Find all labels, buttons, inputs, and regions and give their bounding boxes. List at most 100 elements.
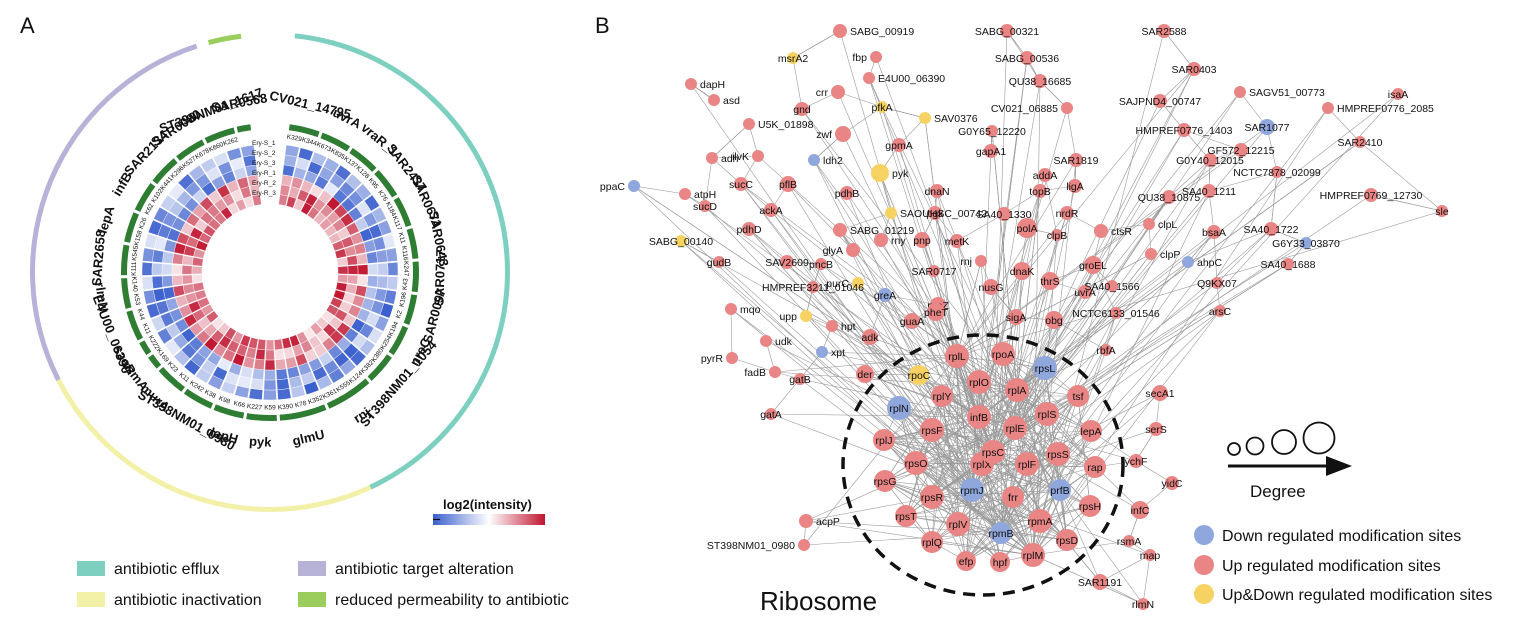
network-node-label: pncB (809, 259, 833, 271)
network-node-label: infB (970, 412, 988, 424)
network-node-label: dnaN (924, 186, 949, 198)
network-node (840, 186, 854, 200)
network-edge (1216, 228, 1272, 284)
network-node-label: clpL (1158, 219, 1177, 231)
network-node-label: purC (826, 278, 849, 290)
network-edge (883, 439, 983, 465)
network-node (1152, 385, 1168, 401)
network-node (1094, 224, 1108, 238)
network-node-label: rlmN (1132, 599, 1154, 611)
heatmap-cell (345, 283, 358, 295)
network-node-label: hpf (993, 557, 1008, 569)
network-node (874, 233, 888, 247)
heatmap-cell (193, 248, 206, 259)
heatmap-cell (151, 275, 164, 289)
site-tick-label: K62 (144, 202, 156, 216)
network-node (1202, 184, 1216, 198)
sample-label: Ery-S_1 (252, 140, 276, 147)
gene-label: pyk (249, 434, 273, 450)
gene-ring-segment (411, 261, 419, 293)
network-node (904, 451, 928, 475)
heatmap-cell (251, 368, 265, 381)
network-edge (931, 367, 1046, 431)
network-node (874, 470, 896, 492)
network-node (1051, 229, 1063, 241)
network-edge (1370, 194, 1443, 212)
network-edge (846, 192, 973, 491)
heatmap-cell (192, 257, 204, 267)
network-edge (881, 106, 926, 119)
network-node (986, 125, 998, 137)
network-edge (711, 123, 750, 159)
heatmap-cell (195, 240, 209, 252)
network-edge (731, 357, 776, 373)
network-node-label: gnd (793, 104, 811, 116)
network-node-label: rpsH (1079, 501, 1101, 513)
network-node (1002, 486, 1024, 508)
network-edge (898, 407, 933, 543)
network-edge (821, 351, 958, 357)
network-edge (704, 157, 713, 207)
network-node (927, 303, 945, 321)
gene-ring-segment (320, 132, 351, 152)
heatmap-cell (248, 337, 259, 350)
legend-label-updown: Up&Down regulated modification sites (1222, 587, 1492, 604)
network-node-label: rplQ (922, 537, 942, 549)
network-node-label: thrS (1040, 276, 1059, 288)
network-edge (875, 56, 1016, 429)
network-node-label: HMPREF3211_01046 (762, 282, 864, 294)
gene-ring-segment (158, 367, 185, 392)
network-node-label: atpH (694, 189, 716, 201)
network-node (1207, 225, 1221, 239)
network-node-label: SAGV51_00773 (1249, 87, 1325, 99)
network-node-label: rplO (969, 377, 989, 389)
network-node (1203, 153, 1217, 167)
heatmap-cell (277, 388, 292, 400)
network-edge (1053, 319, 1107, 351)
degree-circle-2 (1245, 436, 1265, 456)
network-edge (931, 429, 959, 525)
site-tick-label: K227 (247, 403, 263, 412)
network-edge (884, 294, 939, 306)
network-node (975, 255, 987, 267)
network-node-label: G0Y65_12220 (958, 126, 1026, 138)
network-node (1035, 402, 1059, 426)
gene-ring-segment (126, 310, 144, 341)
network-node (1020, 51, 1034, 65)
network-edge (883, 430, 1092, 441)
network-node (930, 184, 944, 198)
network-edge (730, 308, 733, 359)
legend-label-target: antibiotic target alteration (335, 561, 514, 578)
network-node-label: rpsS (1047, 449, 1069, 461)
network-edge (1099, 554, 1151, 583)
network-node (1000, 24, 1014, 38)
network-node-label: rap (1087, 462, 1102, 474)
network-node (1068, 179, 1082, 193)
network-edge (978, 57, 1028, 418)
heatmap-cell (328, 232, 342, 245)
heatmap-cell (181, 274, 194, 285)
network-node (1033, 184, 1047, 198)
network-node-label: rplS (1038, 409, 1057, 421)
heatmap-cell (366, 251, 378, 264)
network-edge (905, 515, 1041, 522)
network-edge (1014, 427, 1091, 507)
network-edge (931, 395, 943, 543)
network-node-label: map (1140, 550, 1161, 562)
network-node-label: SAJPND4_00747 (1119, 96, 1201, 108)
network-edge (941, 395, 959, 525)
site-tick-label: K23 (166, 361, 179, 374)
network-edge (1000, 392, 1161, 534)
network-node-label: SA40_1722 (1244, 224, 1299, 236)
network-node-label: SABG_00321 (975, 26, 1039, 38)
network-node (1144, 549, 1156, 561)
network-edge (956, 149, 1242, 357)
network-node-label: dnaK (1010, 266, 1035, 278)
network-node-label: SAR1819 (1054, 155, 1099, 167)
degree-circle-3 (1271, 429, 1297, 455)
network-edge (883, 381, 980, 441)
heatmap-cell (357, 264, 369, 275)
heatmap-cell (255, 348, 266, 361)
site-tick-label: K329 (286, 134, 303, 144)
network-edge (1032, 80, 1041, 556)
